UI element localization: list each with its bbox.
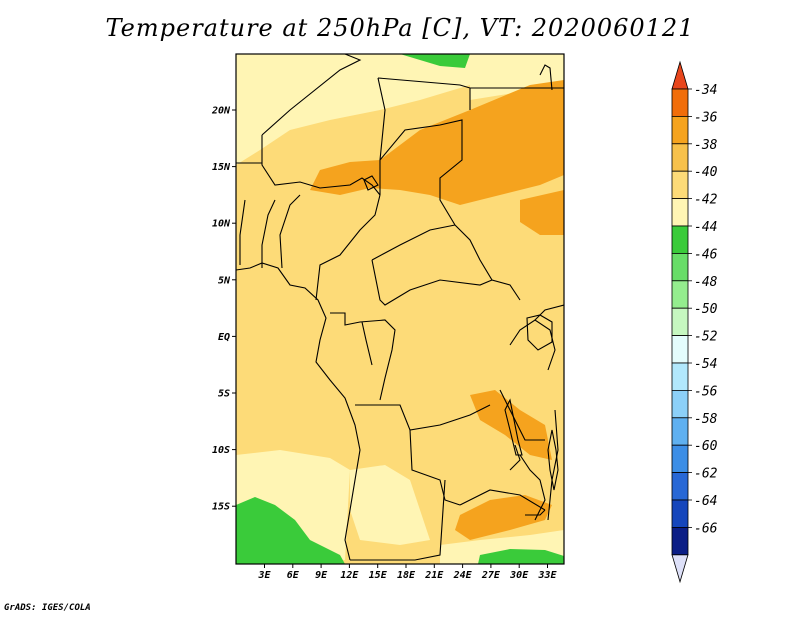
lat-tick-label: EQ xyxy=(218,332,230,343)
colorbar-swatch xyxy=(671,417,689,446)
colorbar-swatch xyxy=(671,362,689,391)
colorbar-label: -50 xyxy=(694,302,718,317)
colorbar-swatch xyxy=(671,252,689,282)
colorbar-label: -60 xyxy=(694,439,718,454)
temperature-field xyxy=(236,54,564,564)
lon-tick-label: 3E xyxy=(257,570,271,581)
lake-chad xyxy=(363,175,379,191)
lake-victoria xyxy=(526,314,553,351)
lat-tick-label: 10S xyxy=(212,445,230,456)
colorbar-label: -62 xyxy=(694,467,718,482)
colorbar-label: -38 xyxy=(694,138,718,153)
colorbar-swatch xyxy=(671,116,689,145)
lon-tick-label: 30E xyxy=(509,570,529,581)
lon-tick-label: 12E xyxy=(340,570,359,581)
lat-tick-label: 20N xyxy=(211,106,231,117)
colorbar-swatch xyxy=(671,472,689,501)
lat-tick-label: 5N xyxy=(218,275,231,286)
colorbar: -34 -36 -38 -40 -42 -44 -46 -48 -50 -52 -54 -56 -58 -… xyxy=(671,60,718,584)
field-southwest--44 xyxy=(236,497,345,564)
colorbar-label: -40 xyxy=(694,165,718,180)
colorbar-swatch xyxy=(671,499,689,528)
colorbar-label: -44 xyxy=(694,220,717,235)
lon-tick-label: 15E xyxy=(369,570,388,581)
lon-tick-label: 27E xyxy=(481,570,501,581)
colorbar-label: -42 xyxy=(694,193,718,208)
colorbar-top-arrow xyxy=(671,60,689,90)
colorbar-label: -36 xyxy=(694,110,718,125)
lon-tick-label: 9E xyxy=(315,570,328,581)
colorbar-label: -56 xyxy=(694,384,718,399)
lakes xyxy=(363,175,559,516)
colorbar-swatch xyxy=(671,527,689,556)
lon-tick-label: 18E xyxy=(397,570,416,581)
colorbar-label: -48 xyxy=(694,275,718,290)
colorbar-swatch xyxy=(671,170,689,199)
field-east--38 xyxy=(520,190,564,235)
longitude-axis: 3E 6E 9E 12E 15E 18E 21E 24E 27E 30E 33E xyxy=(257,564,558,581)
colorbar-bottom-arrow xyxy=(671,554,689,584)
colorbar-label: -52 xyxy=(694,330,718,345)
map-title: Temperature at 250hPa [C], VT: 202006012… xyxy=(105,14,695,42)
lat-tick-label: 10N xyxy=(212,219,231,230)
grads-credit: GrADS: IGES/COLA xyxy=(4,603,91,613)
colorbar-label: -58 xyxy=(694,412,718,427)
latitude-axis: 20N 15N 10N 5N EQ 5S 10S 15S xyxy=(211,106,236,513)
colorbar-label: -34 xyxy=(694,83,717,98)
colorbar-swatch xyxy=(671,444,689,474)
lake-malawi xyxy=(547,429,559,491)
colorbar-swatch xyxy=(671,198,689,227)
field-southeast--44 xyxy=(478,549,564,564)
lon-tick-label: 21E xyxy=(424,570,444,581)
colorbar-label: -66 xyxy=(694,521,718,536)
lake-kariba xyxy=(525,509,546,516)
colorbar-label: -54 xyxy=(694,357,717,372)
colorbar-swatch xyxy=(671,389,689,419)
field-north--38 xyxy=(310,80,564,205)
lat-tick-label: 15S xyxy=(212,502,230,513)
colorbar-swatch xyxy=(671,335,689,364)
colorbar-swatch xyxy=(671,88,689,117)
field-north--42 xyxy=(236,54,470,165)
colorbar-label: -46 xyxy=(694,247,718,262)
lake-tanganyika xyxy=(504,398,523,456)
field-south--38 xyxy=(455,495,552,540)
lon-tick-label: 33E xyxy=(537,570,557,581)
colorbar-swatch xyxy=(671,280,689,309)
colorbar-swatch xyxy=(671,307,689,337)
colorbar-swatch xyxy=(671,143,689,172)
field-north--44 xyxy=(400,54,470,68)
colorbar-label: -64 xyxy=(694,494,717,509)
lat-tick-label: 5S xyxy=(218,389,230,400)
field-southeast--38 xyxy=(470,390,552,460)
plot-frame xyxy=(235,53,565,565)
lat-tick-label: 15N xyxy=(212,162,231,173)
lon-tick-label: 6E xyxy=(287,570,300,581)
lon-tick-label: 24E xyxy=(453,570,473,581)
colorbar-swatch xyxy=(671,225,689,254)
country-borders xyxy=(236,54,564,561)
field-south--42 xyxy=(350,465,430,545)
